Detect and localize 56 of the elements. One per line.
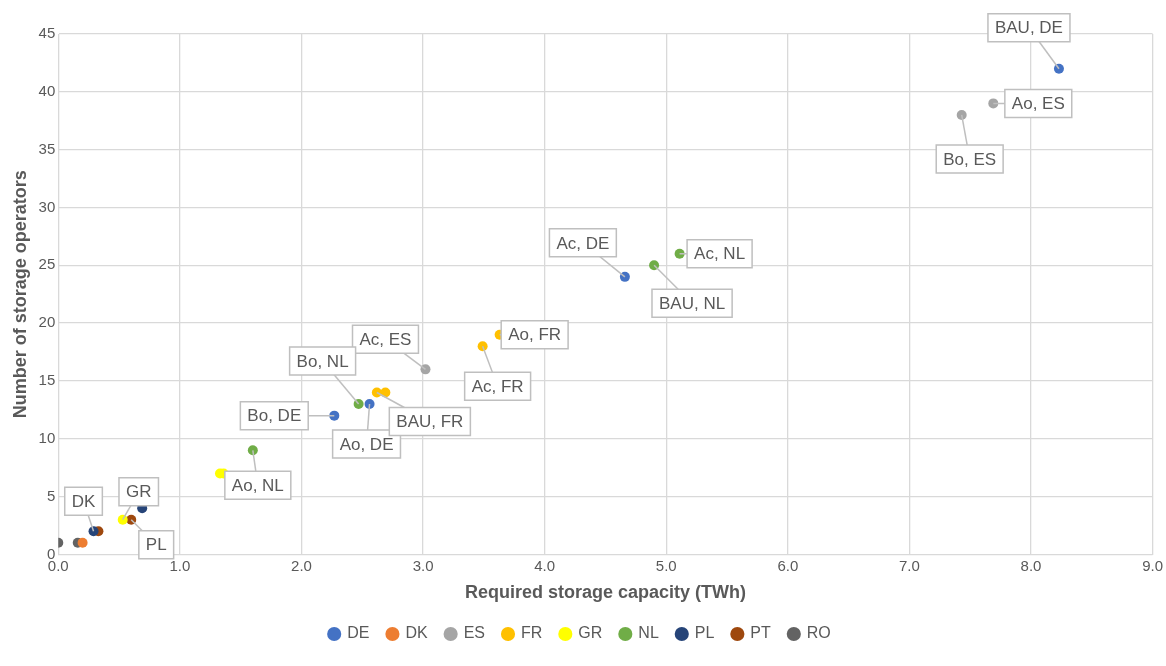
y-tick-label: 30: [38, 197, 56, 215]
y-tick-label: 10: [38, 428, 56, 446]
legend-label: NL: [638, 624, 659, 642]
x-tick-label: 5.0: [655, 556, 677, 574]
annotation: Ao, DE: [339, 434, 394, 454]
point: [329, 410, 340, 421]
y-tick-label: 25: [38, 255, 56, 273]
annotation: Ao, NL: [231, 476, 284, 496]
annotation: GR: [125, 482, 152, 502]
x-axis-title: Required storage capacity (TWh): [464, 582, 746, 603]
y-tick-label: 20: [38, 313, 56, 331]
legend-label: DK: [405, 624, 428, 642]
x-tick-label: 6.0: [777, 556, 799, 574]
legend-label: GR: [578, 624, 603, 642]
point: [77, 537, 88, 548]
legend-label: ES: [463, 624, 485, 642]
x-tick-label: 3.0: [412, 556, 434, 574]
point: [364, 399, 375, 410]
legend-label: DE: [347, 624, 370, 642]
point: [1053, 63, 1064, 74]
annotation: Bo, DE: [247, 406, 302, 426]
x-tick-label: 9.0: [1142, 556, 1163, 574]
point: [988, 98, 999, 109]
annotation: BAU, DE: [994, 18, 1063, 38]
y-tick-label: 15: [38, 371, 56, 389]
legend-label: PL: [694, 624, 715, 642]
annotation: DK: [71, 491, 97, 511]
point: [619, 271, 630, 282]
annotation: BAU, NL: [658, 293, 726, 313]
x-tick-label: 2.0: [291, 556, 312, 574]
annotation: Ao, ES: [1011, 94, 1065, 114]
y-tick-label: 40: [38, 81, 56, 99]
y-tick-label: 0: [46, 544, 56, 562]
x-tick-label: 1.0: [169, 556, 191, 574]
point: [649, 260, 660, 271]
y-tick-label: 5: [46, 486, 56, 504]
annotation: Ac, FR: [471, 376, 524, 396]
annotation: Ao, FR: [508, 325, 562, 345]
annotation: Ac, NL: [694, 244, 746, 264]
annotation: Ac, DE: [556, 233, 610, 253]
point: [674, 248, 685, 259]
y-tick-label: 35: [38, 139, 56, 157]
legend-label: FR: [521, 624, 543, 642]
y-tick-label: 45: [38, 24, 56, 42]
annotation: Ac, ES: [359, 330, 412, 350]
annotation: Bo, NL: [296, 351, 349, 371]
point: [353, 399, 364, 410]
y-axis-title: Number of storage operators: [9, 170, 30, 419]
legend-label: RO: [806, 624, 831, 642]
annotation: Bo, ES: [943, 149, 997, 169]
x-tick-label: 8.0: [1020, 556, 1042, 574]
annotation: BAU, FR: [396, 412, 464, 432]
x-tick-label: 7.0: [898, 556, 920, 574]
x-tick-label: 4.0: [534, 556, 556, 574]
legend-label: PT: [750, 624, 772, 642]
annotation: PL: [145, 535, 167, 555]
